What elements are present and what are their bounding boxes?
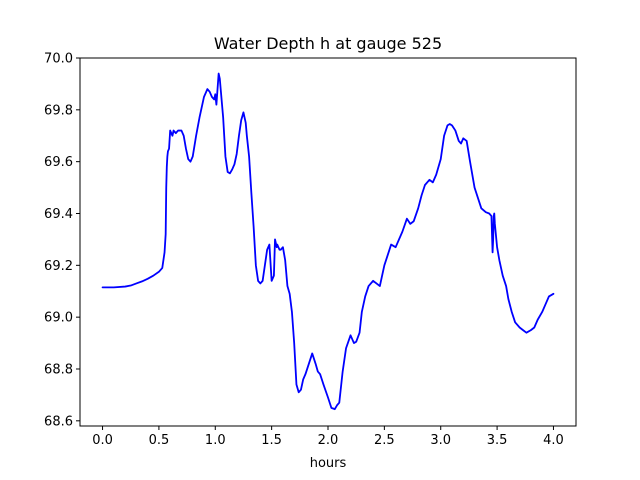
- y-tick-label: 68.8: [44, 362, 73, 377]
- y-tick-label: 69.6: [44, 155, 73, 170]
- x-tick-label: 0.0: [92, 433, 113, 448]
- x-axis: 0.0 0.5 1.0 1.5 2.0 2.5 3.0 3.5 4.0: [92, 426, 564, 448]
- series-line-water-depth: [101, 72, 555, 411]
- y-tick-label: 69.4: [44, 207, 73, 222]
- x-tick-label: 1.0: [205, 433, 226, 448]
- y-tick-label: 68.6: [44, 414, 73, 429]
- x-tick-label: 3.0: [430, 433, 451, 448]
- series-layer: [101, 72, 555, 411]
- x-axis-title: hours: [310, 456, 347, 471]
- y-axis: 68.6 68.8 69.0 69.2 69.4 69.6 69.8 70.0: [44, 52, 80, 429]
- x-tick-label: 0.5: [149, 433, 170, 448]
- chart-title: Water Depth h at gauge 525: [214, 34, 442, 53]
- y-tick-label: 70.0: [44, 52, 73, 67]
- x-tick-label: 4.0: [543, 433, 564, 448]
- x-tick-label: 3.5: [487, 433, 508, 448]
- x-tick-label: 2.5: [374, 433, 395, 448]
- x-tick-label: 2.0: [318, 433, 339, 448]
- y-tick-label: 69.2: [44, 259, 73, 274]
- y-tick-label: 69.0: [44, 311, 73, 326]
- y-tick-label: 69.8: [44, 103, 73, 118]
- x-tick-label: 1.5: [261, 433, 282, 448]
